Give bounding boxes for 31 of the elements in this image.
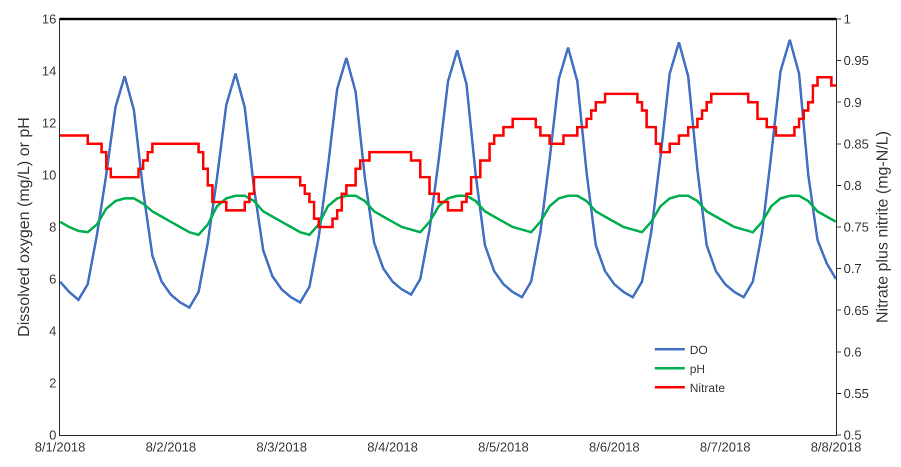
y2-tick-label: 0.75	[844, 220, 869, 235]
line-series	[60, 194, 836, 236]
y-axis-title: Dissolved oxygen (mg/L) or pH	[16, 117, 33, 337]
y2-tick-label: 0.65	[844, 302, 869, 318]
y-tick-label: 10	[42, 168, 56, 183]
line-series	[60, 38, 836, 309]
y2-tick-label: 0.7	[844, 261, 862, 276]
y-tick-label: 4	[49, 324, 56, 339]
x-tick-label: 8/3/2018	[256, 440, 308, 455]
x-tick-label: 8/6/2018	[588, 440, 640, 455]
y2-tick-label: 0.55	[844, 386, 869, 401]
y2-tick-label: 0.8	[844, 178, 862, 193]
y-tick-label: 6	[49, 272, 56, 287]
y-tick-label: 16	[42, 12, 56, 27]
y2-tick-label: 0.9	[844, 94, 862, 110]
y2-tick-label: 0.6	[844, 344, 862, 360]
y2-axis-title: Nitrate plus nitrite (mg-N/L)	[874, 130, 892, 324]
y-tick-label: 14	[42, 64, 56, 79]
x-tick-label: 8/5/2018	[478, 440, 529, 455]
y2-tick-label: 1	[844, 12, 851, 27]
legend-label: pH	[690, 362, 706, 376]
legend-label: Nitrate	[690, 380, 726, 395]
legend-label: DO	[690, 342, 708, 357]
x-tick-label: 8/4/2018	[367, 440, 418, 455]
x-tick-label: 8/2/2018	[146, 440, 196, 455]
x-tick-label: 8/7/2018	[700, 440, 750, 455]
y2-tick-label: 0.85	[844, 136, 869, 152]
y-tick-label: 8	[49, 220, 56, 235]
y-tick-label: 2	[49, 376, 56, 391]
y-tick-label: 12	[42, 116, 56, 131]
y2-tick-label: 0.95	[844, 53, 869, 68]
